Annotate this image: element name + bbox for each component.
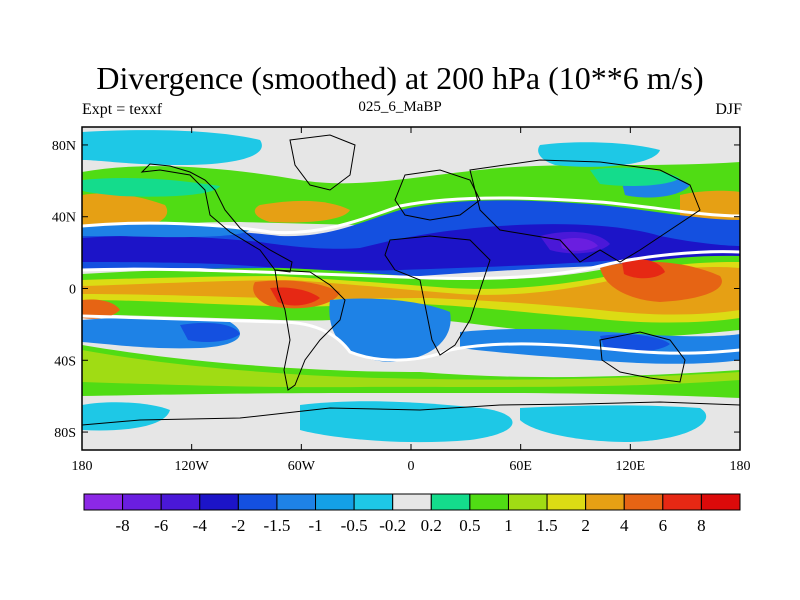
x-tick-label: 60E bbox=[509, 459, 532, 474]
colorbar-swatch bbox=[354, 494, 393, 510]
colorbar-label: 0.2 bbox=[421, 516, 442, 535]
colorbar-swatch bbox=[84, 494, 123, 510]
colorbar-swatch bbox=[431, 494, 470, 510]
y-tick-label: 40N bbox=[52, 211, 76, 226]
colorbar-swatch bbox=[277, 494, 316, 510]
colorbar-label: -1.5 bbox=[263, 516, 290, 535]
chart-canvas: 180 120W 60W 0 60E 120E 180 80N 40N 0 40S 80S -8 -6… bbox=[0, 0, 800, 600]
colorbar-label: -8 bbox=[116, 516, 130, 535]
colorbar-label: 4 bbox=[620, 516, 629, 535]
colorbar-label: 2 bbox=[581, 516, 590, 535]
colorbar-swatch bbox=[624, 494, 663, 510]
x-tick-label: 180 bbox=[730, 459, 751, 474]
x-tick-label: 120W bbox=[175, 459, 210, 474]
colorbar-swatch bbox=[316, 494, 355, 510]
colorbar-label: -0.2 bbox=[379, 516, 406, 535]
colorbar-label: 0.5 bbox=[459, 516, 480, 535]
x-tick-label: 0 bbox=[408, 459, 415, 474]
x-tick-label: 180 bbox=[72, 459, 93, 474]
colorbar-swatch bbox=[470, 494, 509, 510]
colorbar-label: -0.5 bbox=[341, 516, 368, 535]
colorbar-swatch bbox=[663, 494, 702, 510]
field-north-lightblue-west bbox=[82, 130, 262, 165]
y-tick-label: 0 bbox=[69, 283, 76, 298]
colorbar: -8 -6 -4 -2 -1.5 -1 -0.5 -0.2 0.2 0.5 1 1.5 2 4 6 8 bbox=[84, 494, 740, 535]
colorbar-swatch bbox=[161, 494, 200, 510]
colorbar-label: 1.5 bbox=[536, 516, 557, 535]
colorbar-swatch bbox=[393, 494, 432, 510]
colorbar-label: -1 bbox=[308, 516, 322, 535]
colorbar-swatch bbox=[238, 494, 277, 510]
colorbar-swatch bbox=[547, 494, 586, 510]
colorbar-swatch bbox=[701, 494, 740, 510]
y-tick-label: 40S bbox=[54, 354, 76, 369]
y-tick-label: 80N bbox=[52, 139, 76, 154]
colorbar-label: -4 bbox=[193, 516, 208, 535]
y-tick-label: 80S bbox=[54, 426, 76, 441]
x-tick-label: 120E bbox=[616, 459, 646, 474]
colorbar-label: 6 bbox=[659, 516, 668, 535]
colorbar-label: -6 bbox=[154, 516, 168, 535]
map-field bbox=[82, 127, 740, 450]
colorbar-label: 8 bbox=[697, 516, 706, 535]
colorbar-label: -2 bbox=[231, 516, 245, 535]
colorbar-swatch bbox=[586, 494, 625, 510]
x-tick-label: 60W bbox=[288, 459, 316, 474]
colorbar-label: 1 bbox=[504, 516, 513, 535]
colorbar-swatch bbox=[508, 494, 547, 510]
colorbar-swatch bbox=[123, 494, 162, 510]
colorbar-swatch bbox=[200, 494, 239, 510]
